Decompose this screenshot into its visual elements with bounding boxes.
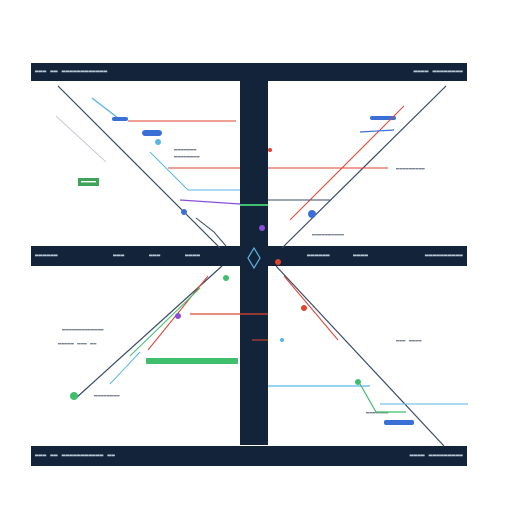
br-red-node [301,305,307,311]
br-label-2: ▬▬▬▬▬▬▬ [366,410,389,416]
tr-blue-node [308,210,316,218]
diamond-icon [247,246,261,270]
center-red-dot [275,259,281,265]
tr-red-diag [289,105,405,221]
bottom-bar-left-label: ▬▬▬ ▬▬ ▬▬▬▬▬▬▬▬▬▬▬ ▬▬ [35,452,116,459]
bl-green-bar [146,358,238,364]
bottom-bar-right-label: ▬▬▬▬ ▬▬▬▬▬▬▬▬▬ [409,452,463,459]
tr-red-node-small [268,148,272,152]
panel-bottom-left [31,266,240,446]
center-green-dot [223,275,229,281]
tr-blue-chip [370,116,396,120]
tl-blue-dot [155,139,161,145]
tl-blue-node [142,130,162,136]
tl-status-tag: ▬▬▬▬▬ [78,178,100,186]
diagonal-tl-to-center [57,85,221,249]
br-blue-dot [280,338,284,342]
diagonal-tr-to-center [281,85,447,249]
bottom-footer-bar: ▬▬▬ ▬▬ ▬▬▬▬▬▬▬▬▬▬▬ ▬▬ ▬▬▬▬ ▬▬▬▬▬▬▬▬▬ [31,446,467,466]
tl-violet-path [179,199,241,205]
tl-thin-guide [55,115,107,163]
tl-label-2: ▬▬▬▬▬▬▬▬ [174,154,200,160]
tl-cyan-link [91,97,119,119]
middle-bar-label-6: ▬▬▬▬ [353,252,369,259]
top-bar-right-label: ▬▬▬▬ ▬▬▬▬▬▬▬▬ [413,68,463,75]
center-hub-left [212,250,230,266]
tl-label-1: ▬▬▬▬▬▬▬ [174,147,197,153]
diagonal-center-to-br [275,265,445,447]
center-hub-right [270,250,288,266]
bl-label-1: ▬▬▬▬▬▬▬▬▬▬▬▬▬ [62,327,104,333]
tr-label-1: ▬▬▬▬▬▬▬▬▬ [396,166,425,172]
middle-bar-label-4: ▬▬▬▬ [185,252,201,259]
middle-bar-label-5: ▬▬▬▬▬▬ [307,252,330,259]
tr-blue-link [359,129,395,133]
tl-blue-endpoint [181,209,187,215]
bl-label-2: ▬▬▬▬▬ ▬▬▬ ▬▬ [58,341,97,347]
bl-violet-node [175,313,181,319]
middle-bar-label-7: ▬▬▬▬▬▬▬▬▬▬ [424,252,463,259]
tr-label-2: ▬▬▬▬▬▬▬▬▬▬ [312,232,345,238]
br-green-path [359,383,406,413]
bl-green-endpoint [70,392,78,400]
middle-bar-label-3: ▬▬▬ [149,252,161,259]
bl-green-diag [129,287,201,357]
top-bar-left-label: ▬▬▬ ▬▬ ▬▬▬▬▬▬▬▬▬▬▬▬ [35,68,108,75]
middle-bar-label-1: ▬▬▬▬▬▬ [35,252,58,259]
middle-bar-label-2: ▬▬▬ [113,252,125,259]
tl-slate-path [195,217,227,247]
br-red-diag [283,275,339,341]
br-blue-chip [384,420,414,425]
tl-blue-chip [112,117,128,121]
tl-cyan-path [149,151,240,191]
br-green-node [355,379,361,385]
bl-label-3: ▬▬▬▬▬▬▬▬ [94,393,120,399]
br-label-1: ▬▬▬ ▬▬▬▬ [396,338,422,344]
bl-cyan-path [109,351,141,385]
tr-violet-node [259,225,265,231]
